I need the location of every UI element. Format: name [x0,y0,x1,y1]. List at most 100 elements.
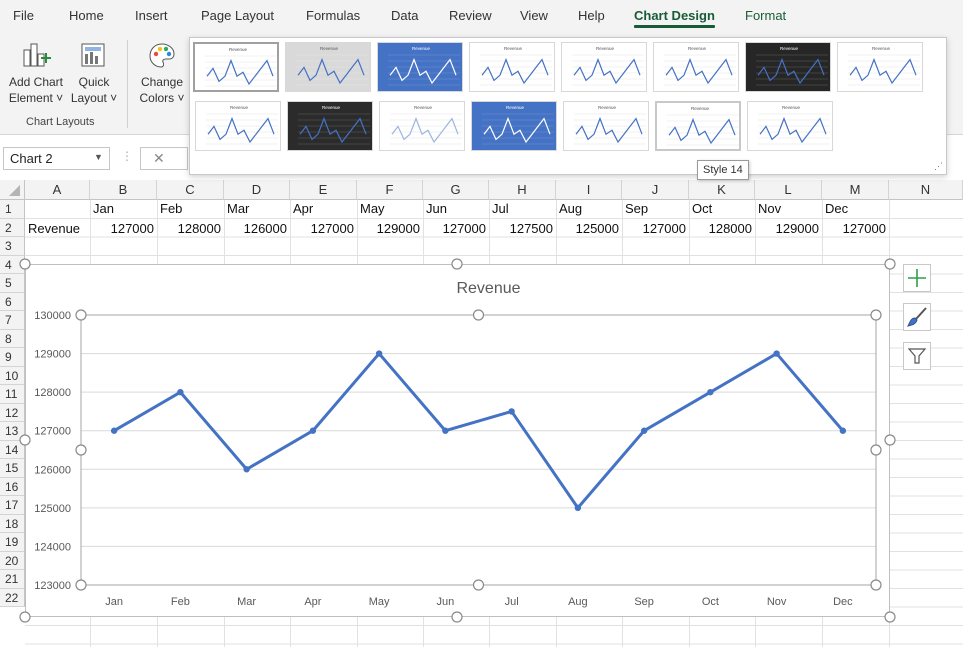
data-point[interactable] [707,388,714,396]
chart-style-thumb-3[interactable]: Revenue [377,42,463,92]
data-point[interactable] [375,350,383,357]
value-cell[interactable]: 125000 [575,220,619,236]
column-header-j[interactable]: J [622,180,689,200]
chart-style-thumb-11[interactable]: Revenue [379,101,465,151]
column-header-e[interactable]: E [290,180,357,200]
column-header-k[interactable]: K [689,180,755,200]
data-point[interactable] [773,350,780,357]
column-header-a[interactable]: A [25,180,90,200]
cancel-icon[interactable]: ✕ [140,147,188,170]
chart-style-thumb-1[interactable]: Revenue [193,42,279,92]
header-cell-apr[interactable]: Apr [293,201,314,216]
quick-layout-button[interactable]: Quick Layout ˅ [68,40,120,112]
tab-data[interactable]: Data [391,8,419,23]
row-header-7[interactable]: 7 [0,311,25,330]
column-header-i[interactable]: I [556,180,622,200]
column-header-g[interactable]: G [423,180,489,200]
name-box[interactable]: Chart 2 [3,147,110,170]
plot-area-handle[interactable] [75,444,87,456]
row-header-5[interactable]: 5 [0,274,25,293]
series-line[interactable] [113,352,845,510]
tab-file[interactable]: File [13,8,34,23]
row-header-13[interactable]: 13 [0,422,25,441]
row-header-9[interactable]: 9 [0,348,25,367]
chart-style-thumb-13[interactable]: Revenue [563,101,649,151]
row-header-12[interactable]: 12 [0,403,25,422]
row-header-20[interactable]: 20 [0,551,25,570]
tab-insert[interactable]: Insert [135,8,168,23]
row-header-16[interactable]: 16 [0,477,25,496]
data-point[interactable] [177,388,184,396]
column-header-n[interactable]: N [889,180,963,200]
value-cell[interactable]: 127000 [442,220,486,236]
chart-style-thumb-7[interactable]: Revenue [745,42,831,92]
column-header-b[interactable]: B [90,180,157,200]
data-point[interactable] [508,408,515,415]
header-cell-jul[interactable]: Jul [492,201,509,216]
tab-view[interactable]: View [520,8,548,23]
gallery-resize-grip[interactable]: ⋰ [934,161,943,171]
plot-area-handle[interactable] [472,309,485,321]
data-point[interactable] [574,504,582,512]
row-header-21[interactable]: 21 [0,570,25,589]
value-cell[interactable]: 127000 [642,220,686,236]
chart-elements-button[interactable] [903,264,931,292]
chart-style-thumb-2[interactable]: Revenue [285,42,371,92]
chart-title[interactable]: Revenue [456,280,520,297]
data-point[interactable] [839,427,847,434]
chart-style-thumb-15[interactable]: Revenue [747,101,833,151]
row-header-15[interactable]: 15 [0,459,25,478]
plot-area-handle[interactable] [870,444,882,456]
row-label-cell[interactable]: Revenue [28,220,81,236]
column-header-h[interactable]: H [489,180,556,200]
row-header-3[interactable]: 3 [0,237,25,256]
chart-filters-button[interactable] [903,342,931,370]
value-cell[interactable]: 127500 [509,220,553,236]
chart-style-thumb-9[interactable]: Revenue [195,101,281,151]
row-header-8[interactable]: 8 [0,329,25,348]
header-cell-mar[interactable]: Mar [227,201,250,216]
add-chart-element-button[interactable]: Add Chart Element ˅ [3,40,69,112]
value-cell[interactable]: 129000 [775,220,819,236]
chart-style-thumb-10[interactable]: Revenue [287,101,373,151]
row-header-11[interactable]: 11 [0,385,25,404]
chart-style-thumb-12[interactable]: Revenue [471,101,557,151]
data-point[interactable] [309,427,317,434]
row-header-19[interactable]: 19 [0,533,25,552]
column-header-d[interactable]: D [224,180,290,200]
row-header-4[interactable]: 4 [0,255,25,274]
tab-chart-design[interactable]: Chart Design [634,8,715,28]
chart-style-thumb-8[interactable]: Revenue [837,42,923,92]
tab-review[interactable]: Review [449,8,492,23]
data-point[interactable] [442,427,449,434]
data-point[interactable] [640,427,648,434]
row-header-14[interactable]: 14 [0,440,25,459]
row-header-6[interactable]: 6 [0,292,25,311]
header-cell-sep[interactable]: Sep [625,201,649,216]
plot-area-outline[interactable] [80,314,877,586]
row-header-2[interactable]: 2 [0,218,25,237]
header-cell-may[interactable]: May [360,201,385,216]
data-point[interactable] [243,466,250,473]
value-cell[interactable]: 128000 [177,220,221,236]
select-all-corner[interactable] [0,180,25,200]
value-cell[interactable]: 129000 [376,220,420,236]
value-cell[interactable]: 126000 [243,220,287,236]
chart-style-thumb-5[interactable]: Revenue [561,42,647,92]
header-cell-feb[interactable]: Feb [160,201,183,216]
chart-style-thumb-6[interactable]: Revenue [653,42,739,92]
column-header-f[interactable]: F [357,180,423,200]
chart-style-thumb-14[interactable]: Revenue [655,101,741,151]
row-header-18[interactable]: 18 [0,514,25,533]
column-header-m[interactable]: M [822,180,889,200]
name-box-dropdown-icon[interactable]: ▼ [94,152,103,162]
value-cell[interactable]: 127000 [310,220,354,236]
header-cell-jan[interactable]: Jan [93,201,114,216]
change-colors-button[interactable]: Change Colors ˅ [136,40,188,112]
tab-format[interactable]: Format [745,8,787,23]
line-chart[interactable]: Revenue 130000 129000 128000 127000 126000 125… [25,264,890,617]
plot-area-handle[interactable] [870,579,882,591]
tab-home[interactable]: Home [69,8,104,23]
value-cell[interactable]: 128000 [708,220,752,236]
header-cell-nov[interactable]: Nov [758,201,782,216]
